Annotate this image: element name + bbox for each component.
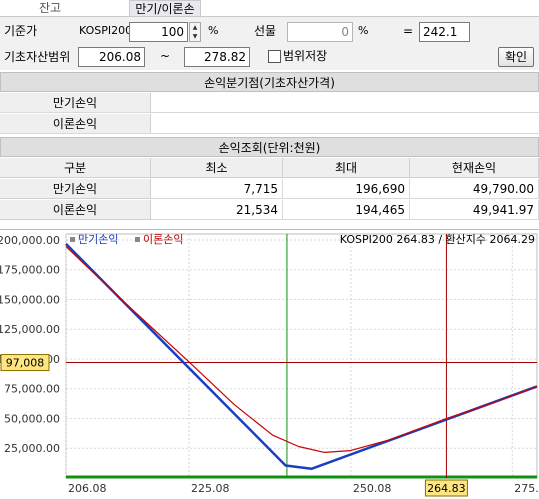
series-line-1 bbox=[65, 246, 538, 453]
pnl-header-type: 구분 bbox=[0, 158, 151, 178]
plot-area bbox=[65, 233, 538, 479]
pnl-row-theory-label: 이론손익 bbox=[0, 200, 151, 220]
pnl-row-expiry-min: 7,715 bbox=[151, 179, 283, 199]
save-range-checkbox[interactable] bbox=[268, 50, 281, 63]
bep-theory-label: 이론손익 bbox=[0, 114, 151, 134]
result-value-field[interactable]: 242.1 bbox=[419, 22, 470, 42]
percent-unit-2: % bbox=[358, 24, 369, 37]
futures-label: 선물 bbox=[254, 24, 277, 38]
y-tick-label: 25,000.00 bbox=[4, 442, 60, 455]
pnl-row-theory-max: 194,465 bbox=[283, 200, 410, 220]
y-tick-label: 50,000.00 bbox=[4, 412, 60, 425]
breakeven-title: 손익분기점(기초자산가격) bbox=[0, 72, 539, 92]
equals-sign: = bbox=[403, 24, 414, 38]
tab-expiry-theory-pnl[interactable]: 만기/이론손익 bbox=[129, 0, 201, 32]
save-range-label: 범위저장 bbox=[283, 49, 328, 63]
x-tick-label: 206.08 bbox=[68, 482, 107, 495]
tab-bar: 잔고 만기/이론손익 bbox=[0, 0, 539, 32]
pnl-row-expiry-current: 49,790.00 bbox=[410, 179, 539, 199]
x-tick-label: 275.0 bbox=[514, 482, 539, 495]
spin-down-icon[interactable]: ▼ bbox=[192, 33, 198, 40]
y-tick-label: 125,000.00 bbox=[0, 323, 60, 336]
kospi-spinner[interactable]: ▲ ▼ bbox=[189, 22, 201, 42]
range-to-input[interactable]: 278.82 bbox=[184, 47, 250, 67]
pnl-row-expiry-max: 196,690 bbox=[283, 179, 410, 199]
kospi-label: KOSPI200 bbox=[79, 24, 133, 37]
pnl-chart-svg[interactable]: 200,000.00 175,000.00 150,000.00 125,000.00… bbox=[0, 230, 539, 499]
y-tick-label: 175,000.00 bbox=[0, 264, 60, 277]
y-tick-label: 200,000.00 bbox=[0, 234, 60, 247]
pnl-header-max: 최대 bbox=[283, 158, 410, 178]
range-separator: ~ bbox=[160, 49, 171, 63]
pnl-panel: 손익조회(단위:천원) 구분 최소 최대 현재손익 만기손익 7,715 196… bbox=[0, 137, 539, 227]
range-label: 기초자산범위 bbox=[4, 50, 71, 64]
pnl-title: 손익조회(단위:천원) bbox=[0, 137, 539, 157]
y-tick-label: 150,000.00 bbox=[0, 293, 60, 306]
pnl-row-expiry-label: 만기손익 bbox=[0, 179, 151, 199]
kospi-percent-input[interactable]: 100 bbox=[129, 22, 188, 42]
futures-percent-input: 0 bbox=[287, 22, 353, 42]
v-marker-label: 264.83 bbox=[427, 482, 466, 495]
tab-balance[interactable]: 잔고 bbox=[38, 1, 62, 15]
legend-entry: 만기손익 bbox=[78, 233, 118, 246]
bep-expiry-label: 만기손익 bbox=[0, 93, 151, 113]
x-tick-label: 225.08 bbox=[191, 482, 230, 495]
pnl-header-current: 현재손익 bbox=[410, 158, 539, 178]
series-line-0 bbox=[65, 243, 538, 471]
legend-swatch bbox=[135, 237, 140, 242]
percent-unit: % bbox=[208, 24, 219, 37]
pnl-chart[interactable]: 200,000.00 175,000.00 150,000.00 125,000.00… bbox=[0, 229, 539, 498]
bep-expiry-value bbox=[151, 93, 539, 113]
range-from-input[interactable]: 206.08 bbox=[78, 47, 145, 67]
legend-swatch bbox=[70, 237, 75, 242]
chart-header-info: KOSPI200 264.83 / 환산지수 2064.29 bbox=[340, 233, 535, 246]
pnl-row-theory-min: 21,534 bbox=[151, 200, 283, 220]
input-toolbar: 기준가 KOSPI200 100 ▲ ▼ % 선물 0 % = 242.1 기초… bbox=[0, 16, 539, 70]
x-tick-label: 250.08 bbox=[353, 482, 392, 495]
h-marker-box bbox=[0, 354, 50, 372]
confirm-button[interactable]: 확인 bbox=[498, 47, 534, 67]
pnl-row-theory-current: 49,941.97 bbox=[410, 200, 539, 220]
spin-up-icon[interactable]: ▲ bbox=[192, 24, 198, 31]
legend-entry: 이론손익 bbox=[143, 233, 183, 246]
bep-theory-value bbox=[151, 114, 539, 134]
v-marker-box bbox=[424, 479, 468, 497]
base-price-label: 기준가 bbox=[4, 24, 38, 38]
y-tick-label: 75,000.00 bbox=[4, 383, 60, 396]
h-marker-label: 97,008 bbox=[6, 357, 45, 370]
pnl-header-min: 최소 bbox=[151, 158, 283, 178]
breakeven-panel: 손익분기점(기초자산가격) 만기손익 이론손익 bbox=[0, 72, 539, 136]
